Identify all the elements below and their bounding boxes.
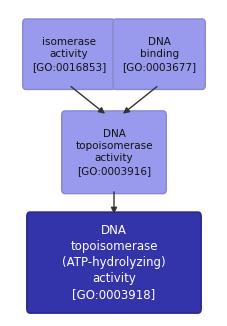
Text: isomerase
activity
[GO:0016853]: isomerase activity [GO:0016853] [32, 37, 106, 72]
Text: DNA
topoisomerase
(ATP-hydrolyzing)
activity
[GO:0003918]: DNA topoisomerase (ATP-hydrolyzing) acti… [62, 224, 165, 301]
FancyBboxPatch shape [61, 111, 165, 194]
Text: DNA
topoisomerase
activity
[GO:0003916]: DNA topoisomerase activity [GO:0003916] [75, 129, 152, 176]
Text: DNA
binding
[GO:0003677]: DNA binding [GO:0003677] [121, 37, 195, 72]
FancyBboxPatch shape [27, 212, 200, 313]
FancyBboxPatch shape [23, 19, 114, 89]
FancyBboxPatch shape [113, 19, 204, 89]
